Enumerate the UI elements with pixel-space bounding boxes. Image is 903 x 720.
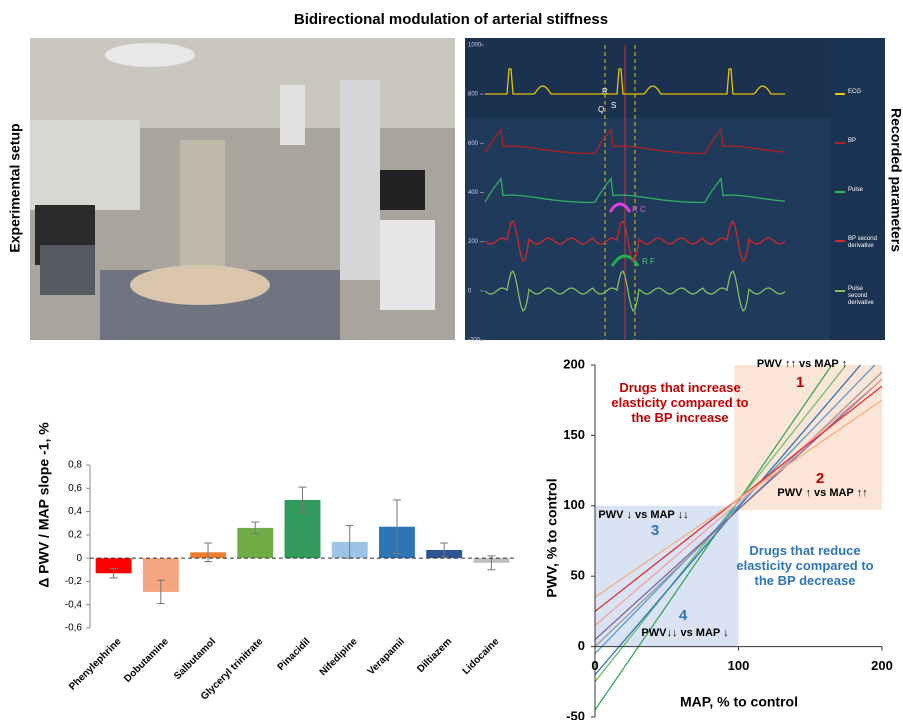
y-tick-label: 50 — [571, 568, 585, 583]
quadrant-number: 1 — [795, 374, 805, 391]
trace — [484, 176, 786, 204]
series-line — [594, 399, 883, 598]
legend-label: Pulse — [848, 187, 864, 193]
annotation: R C — [632, 205, 646, 214]
quadrant-number: 4 — [678, 607, 688, 624]
y-tick-label: -0,6 — [65, 623, 83, 634]
series-line — [594, 378, 883, 641]
figure-title: Bidirectional modulation of arterial sti… — [294, 11, 608, 28]
series-line — [594, 378, 883, 626]
y-tick-label: 400 — [468, 190, 479, 196]
annotation: Drugs that reduce elasticity compared to… — [736, 543, 874, 588]
y-tick-label: 150 — [563, 427, 585, 442]
x-tick-label: Nifedipine — [318, 636, 360, 678]
quadrant-label: PWV↓↓ vs MAP ↓ — [641, 627, 729, 639]
legend-label: ECG — [848, 89, 862, 95]
x-tick-label: Dobutamine — [122, 636, 171, 685]
trace — [484, 220, 786, 262]
quadrant-label: PWV ↑↑ vs MAP ↑ — [756, 358, 848, 370]
y-axis-title: Δ PWV / MAP slope -1, % — [36, 422, 52, 588]
y-tick-label: -50 — [566, 708, 585, 720]
annotation: Drugs that increase elasticity compared … — [611, 380, 749, 425]
x-tick-label: Pinacidil — [276, 636, 313, 673]
annotation: R — [602, 87, 608, 96]
y-tick-label: 800 — [468, 92, 479, 98]
legend-label: Pulse second derivative — [848, 286, 874, 306]
x-tick-label: Verapamil — [366, 636, 407, 677]
x-tick-label: 0 — [591, 658, 598, 673]
x-tick-label: Salbutamol — [172, 636, 218, 682]
quadrant-label: PWV ↓ vs MAP ↓↓ — [598, 509, 689, 521]
y-tick-label: 200 — [563, 356, 585, 371]
y-tick-label: 0,6 — [68, 483, 82, 494]
bar — [95, 558, 132, 574]
y-tick-label: 0 — [76, 553, 82, 564]
trace — [485, 68, 785, 95]
x-tick-label: 100 — [728, 658, 750, 673]
y-tick-label: -0,4 — [65, 599, 83, 610]
y-tick-label: 100 — [563, 497, 585, 512]
x-axis-title: MAP, % to control — [680, 694, 798, 710]
legend-label: BP — [848, 138, 857, 144]
quadrant-number: 2 — [815, 470, 825, 487]
y-tick-label: 600 — [468, 141, 479, 147]
annotation: S — [611, 101, 616, 110]
x-tick-label: Phenylephrine — [67, 636, 124, 693]
y-tick-label: 0 — [578, 638, 585, 653]
region — [734, 365, 882, 511]
x-tick-label: Lidocaine — [461, 636, 502, 677]
series-line — [594, 364, 876, 655]
y-tick-label: 1000 — [468, 43, 482, 49]
trace — [484, 127, 786, 155]
quadrant-number: 3 — [650, 522, 660, 539]
recording-panel — [465, 38, 885, 340]
y-tick-label: 0 — [468, 288, 472, 294]
x-tick-label: 200 — [871, 658, 893, 673]
y-tick-label: 200 — [468, 239, 479, 245]
y-tick-label: -200 — [468, 338, 481, 344]
y-tick-label: 0,2 — [68, 529, 82, 540]
y-tick-label: 0,8 — [68, 460, 82, 471]
photo-label: Experimental setup — [7, 123, 23, 252]
photo — [30, 38, 455, 340]
quadrant-label: PWV ↑ vs MAP ↑↑ — [777, 487, 868, 499]
y-tick-label: 0,4 — [68, 506, 82, 517]
y-axis-title: PWV, % to control — [544, 478, 560, 597]
annotation: R F — [642, 257, 655, 266]
y-tick-label: -0,2 — [65, 576, 83, 587]
x-tick-label: Diltiazem — [415, 636, 454, 675]
annotation: Q — [598, 105, 604, 114]
trace — [484, 270, 786, 312]
recording-label: Recorded parameters — [888, 108, 903, 252]
legend-label: BP second derivative — [848, 236, 877, 249]
